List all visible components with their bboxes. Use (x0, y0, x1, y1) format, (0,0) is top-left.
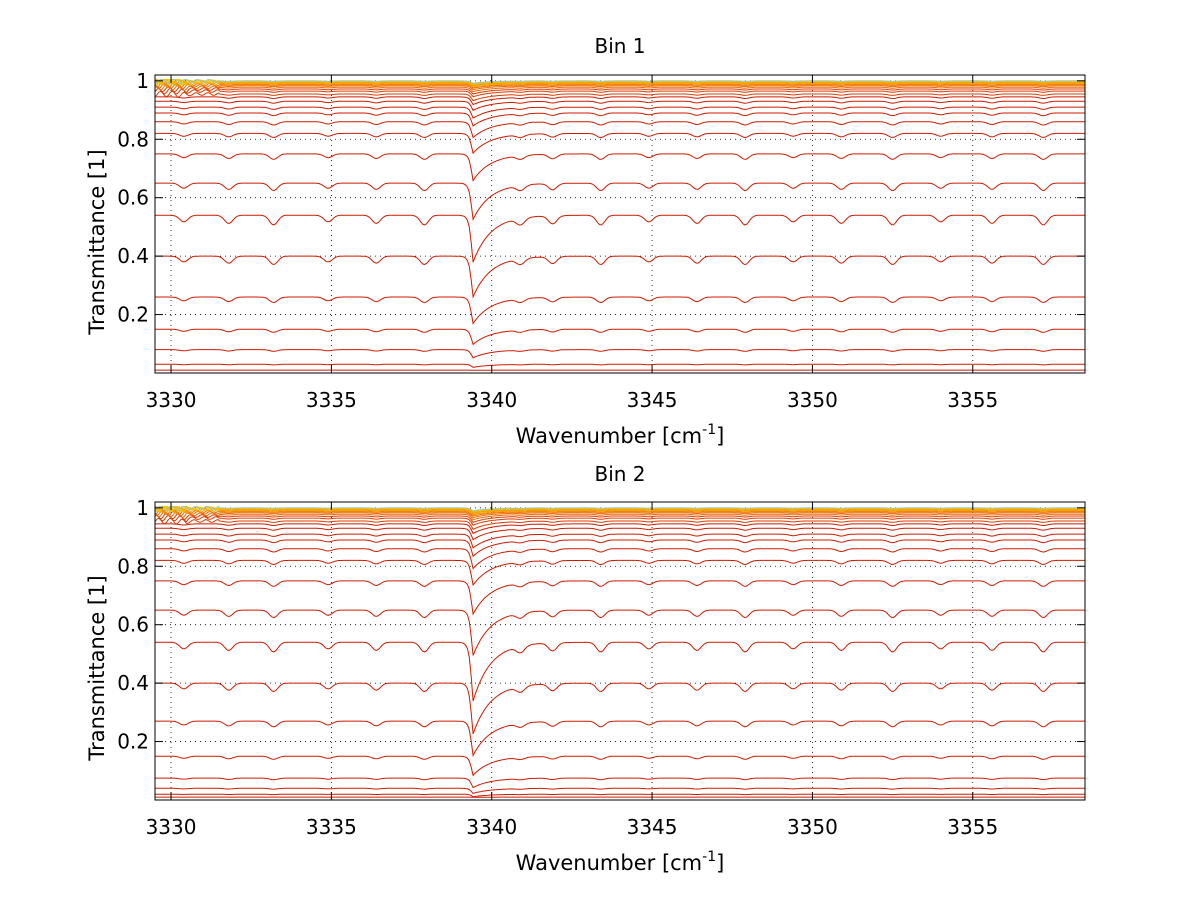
subplot-bin-2: Bin 2 3330 3335 3340 3345 3350 3355 0.2 0.4 0.6 0… (85, 462, 1086, 875)
x-tick-label: 3355 (947, 815, 998, 839)
x-tick-label: 3335 (306, 388, 357, 412)
x-axis-label-tail: ] (716, 424, 724, 448)
series-line (154, 506, 1085, 515)
series-line (155, 255, 1085, 299)
x-axis-label-superscript: -1 (702, 422, 716, 438)
series-line (154, 80, 1085, 88)
series-line (155, 641, 1085, 702)
x-tick-label: 3330 (146, 388, 197, 412)
x-tick-label: 3340 (466, 388, 517, 412)
series-line (155, 682, 1085, 735)
x-tick-label: 3335 (306, 815, 357, 839)
x-tick-label: 3350 (787, 815, 838, 839)
series-line (154, 78, 1085, 85)
series-line (154, 82, 1085, 91)
series-line (155, 523, 1085, 535)
series-line (155, 112, 1085, 127)
series-line (155, 100, 1085, 112)
series-line (155, 328, 1085, 346)
series-line (154, 508, 1085, 517)
x-tick-label: 3330 (146, 815, 197, 839)
x-axis-label: Wavenumber [cm-1] (516, 422, 725, 448)
y-tick-label: 0.4 (117, 671, 149, 695)
series-group (154, 78, 1085, 371)
axes-box (154, 501, 1086, 801)
series-line (154, 507, 1085, 516)
series-line (154, 510, 1085, 521)
series-line (155, 182, 1085, 222)
axes-box (154, 74, 1086, 374)
series-line (155, 793, 1085, 798)
series-line (154, 79, 1085, 87)
x-tick-label: 3340 (466, 815, 517, 839)
x-tick-label: 3345 (627, 388, 678, 412)
chart-title: Bin 1 (594, 34, 645, 58)
series-line (155, 777, 1085, 789)
series-line (154, 509, 1085, 519)
series-line (154, 512, 1085, 523)
axis-ticks: 3330 3335 3340 3345 3350 3355 0.2 0.4 0.6 0.8 1 (117, 69, 1085, 412)
series-line (155, 787, 1085, 794)
series-line (155, 559, 1085, 587)
y-tick-label: 0.2 (117, 303, 149, 327)
series-line (155, 132, 1085, 155)
x-tick-label: 3350 (787, 388, 838, 412)
x-axis-label-tail: ] (716, 851, 724, 875)
series-line (155, 533, 1085, 549)
series-line (154, 517, 1085, 530)
series-line (154, 85, 1085, 95)
y-tick-label: 0.4 (117, 244, 149, 268)
y-tick-label: 0.6 (117, 186, 149, 210)
series-line (155, 106, 1085, 119)
y-axis-label: Transmittance [1] (85, 149, 109, 335)
chart-title: Bin 2 (594, 462, 645, 486)
y-tick-label: 0.6 (117, 613, 149, 637)
y-tick-label: 1 (136, 496, 149, 520)
series-line (155, 580, 1085, 616)
series-line (154, 81, 1085, 89)
series-line (155, 363, 1085, 368)
series-line (154, 83, 1085, 93)
y-tick-label: 0.8 (117, 554, 149, 578)
series-line (154, 505, 1085, 512)
series-line (155, 96, 1085, 106)
x-axis-label: Wavenumber [cm-1] (516, 849, 725, 875)
x-axis-label-main: Wavenumber [cm (516, 851, 702, 875)
series-line (155, 153, 1085, 182)
series-line (155, 609, 1085, 656)
x-tick-label: 3345 (627, 815, 678, 839)
series-line (154, 90, 1085, 102)
series-line (155, 349, 1085, 359)
series-line (154, 514, 1085, 526)
x-axis-label-main: Wavenumber [cm (516, 424, 702, 448)
series-line (154, 506, 1085, 514)
y-tick-label: 0.2 (117, 730, 149, 754)
series-line (155, 720, 1085, 758)
series-line (155, 539, 1085, 558)
series-line (154, 78, 1085, 87)
series-line (155, 755, 1085, 777)
y-tick-label: 1 (136, 69, 149, 93)
series-line (155, 527, 1085, 541)
axis-ticks: 3330 3335 3340 3345 3350 3355 0.2 0.4 0.6 0.8 1 (117, 496, 1085, 839)
x-tick-label: 3355 (947, 388, 998, 412)
series-line (155, 548, 1085, 570)
subplot-bin-1: Bin 1 3330 3335 3340 3345 3350 3355 0.2 0.4 0.6 0… (85, 34, 1086, 448)
y-tick-label: 0.8 (117, 127, 149, 151)
series-line (155, 296, 1085, 325)
y-axis-label: Transmittance [1] (85, 575, 109, 761)
series-line (155, 214, 1085, 263)
series-group (154, 505, 1085, 798)
series-line (155, 121, 1085, 139)
series-line (154, 87, 1085, 98)
x-axis-label-superscript: -1 (702, 849, 716, 865)
